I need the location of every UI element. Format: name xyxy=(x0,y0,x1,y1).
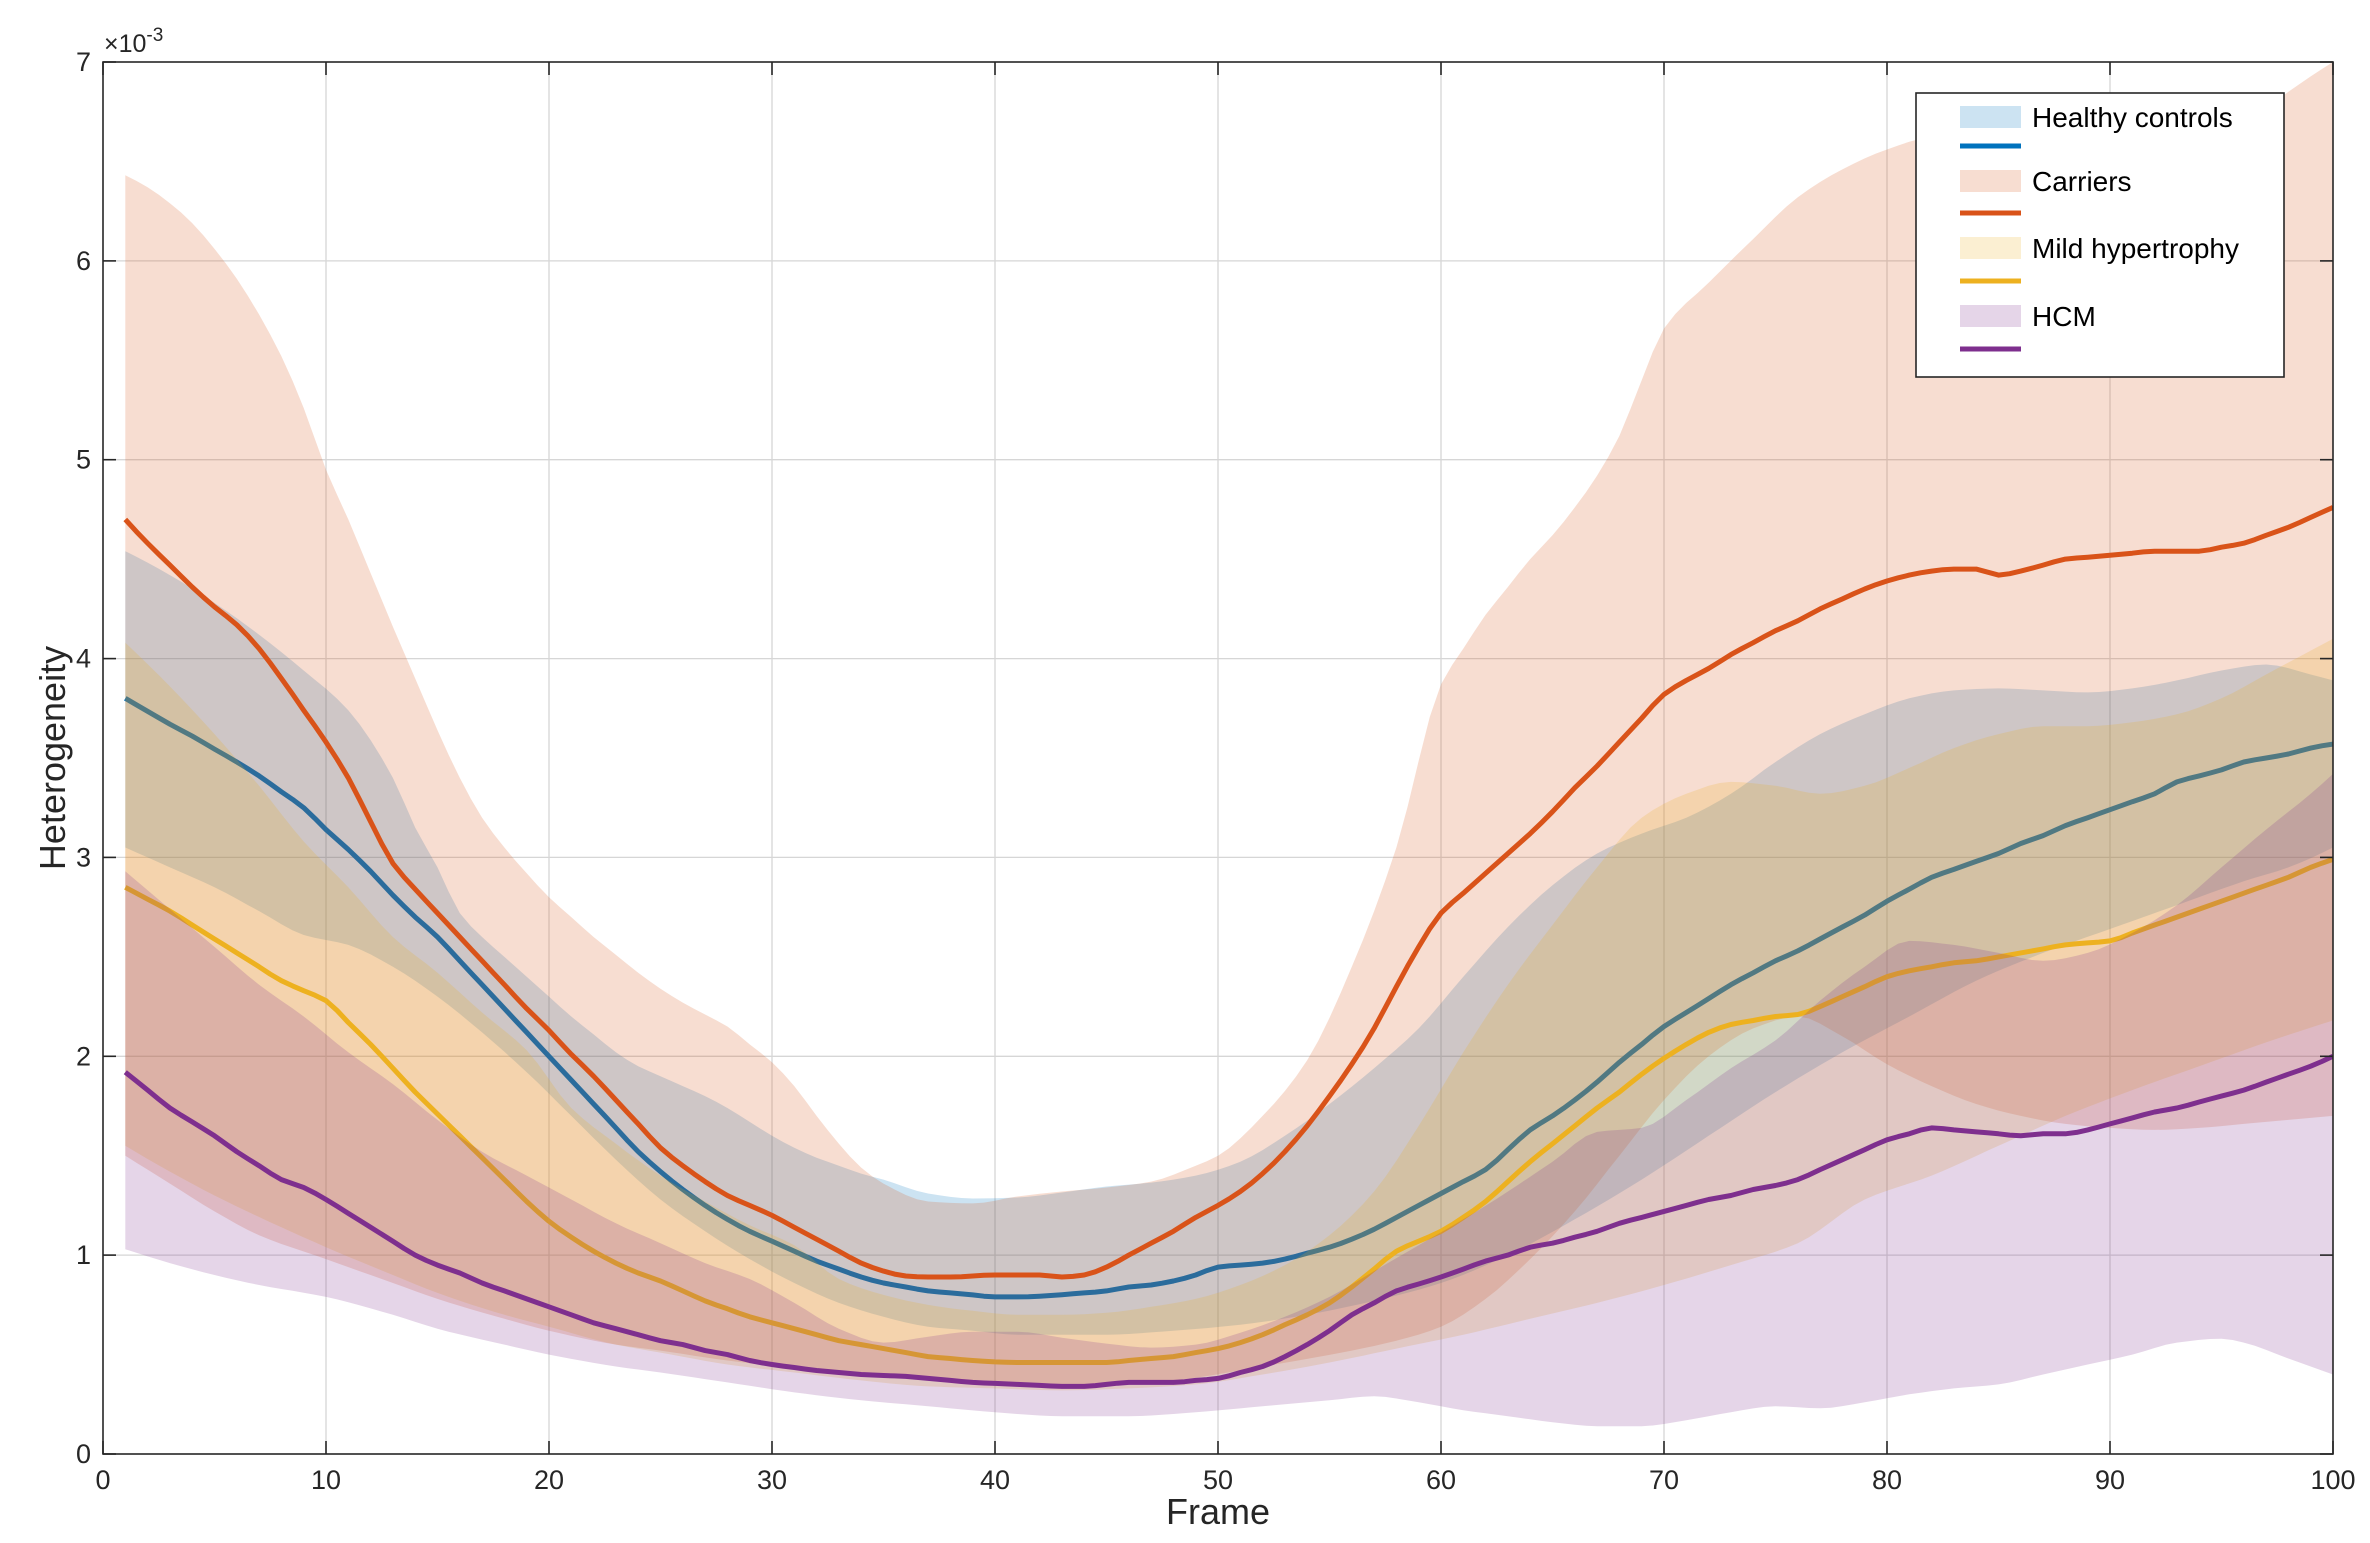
svg-text:60: 60 xyxy=(1426,1465,1456,1495)
svg-text:3: 3 xyxy=(76,842,91,872)
svg-text:Healthy controls: Healthy controls xyxy=(2032,102,2233,133)
svg-text:70: 70 xyxy=(1649,1465,1679,1495)
svg-text:30: 30 xyxy=(757,1465,787,1495)
svg-text:5: 5 xyxy=(76,445,91,475)
svg-text:Carriers: Carriers xyxy=(2032,166,2132,197)
svg-text:20: 20 xyxy=(534,1465,564,1495)
svg-text:Heterogeneity: Heterogeneity xyxy=(32,646,73,870)
svg-text:90: 90 xyxy=(2095,1465,2125,1495)
svg-text:Mild hypertrophy: Mild hypertrophy xyxy=(2032,233,2239,264)
svg-text:100: 100 xyxy=(2310,1465,2355,1495)
svg-text:50: 50 xyxy=(1203,1465,1233,1495)
svg-text:2: 2 xyxy=(76,1041,91,1071)
svg-text:80: 80 xyxy=(1872,1465,1902,1495)
svg-text:6: 6 xyxy=(76,246,91,276)
svg-text:4: 4 xyxy=(76,644,91,674)
svg-text:1: 1 xyxy=(76,1240,91,1270)
svg-text:0: 0 xyxy=(76,1439,91,1469)
svg-text:40: 40 xyxy=(980,1465,1010,1495)
svg-text:0: 0 xyxy=(95,1465,110,1495)
svg-text:HCM: HCM xyxy=(2032,301,2096,332)
svg-text:7: 7 xyxy=(76,47,91,77)
svg-text:Frame: Frame xyxy=(1166,1491,1270,1532)
svg-text:10: 10 xyxy=(311,1465,341,1495)
